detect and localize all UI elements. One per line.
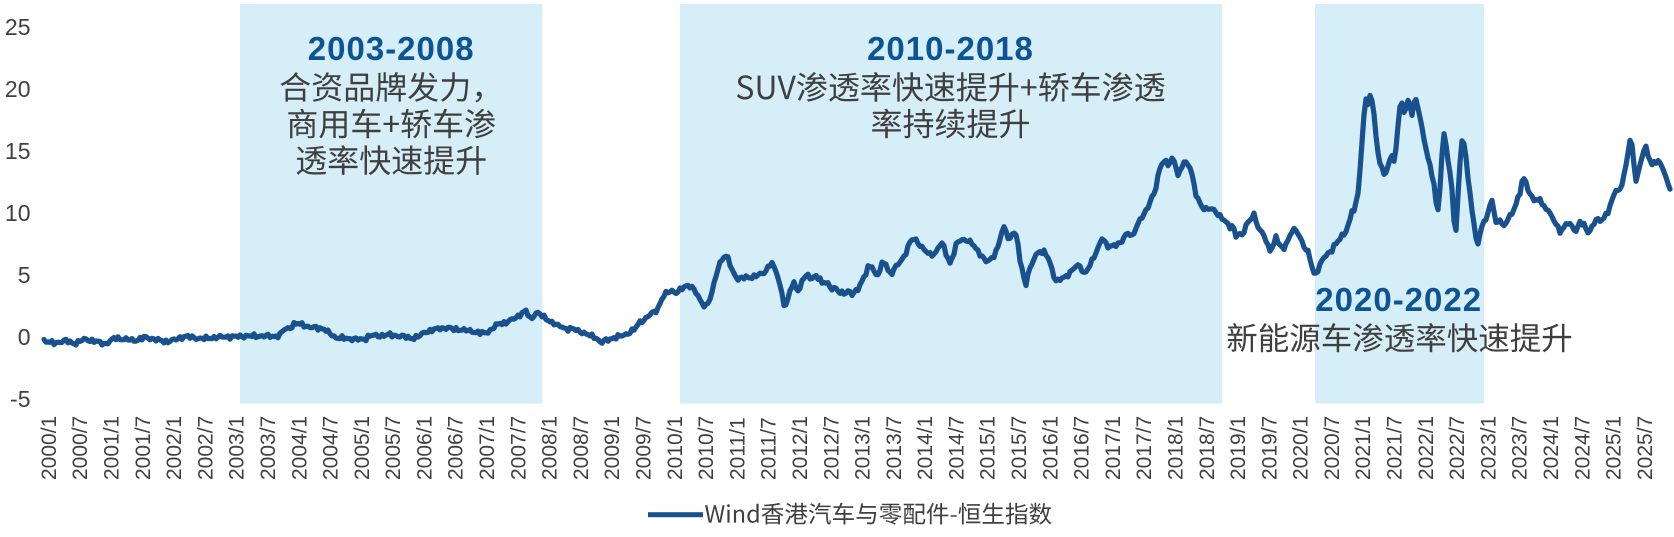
svg-text:2010/7: 2010/7 bbox=[695, 416, 718, 480]
svg-text:2004/7: 2004/7 bbox=[320, 416, 343, 480]
svg-text:2008/7: 2008/7 bbox=[570, 416, 593, 480]
svg-text:2002/7: 2002/7 bbox=[194, 416, 217, 480]
svg-text:2023/1: 2023/1 bbox=[1477, 416, 1500, 480]
svg-text:2019/1: 2019/1 bbox=[1227, 416, 1250, 480]
svg-text:10: 10 bbox=[5, 200, 31, 226]
svg-text:2021/7: 2021/7 bbox=[1384, 416, 1407, 480]
svg-text:2013/7: 2013/7 bbox=[883, 416, 906, 480]
svg-text:2007/1: 2007/1 bbox=[476, 416, 499, 480]
svg-text:2016/1: 2016/1 bbox=[1039, 416, 1062, 480]
svg-text:2022/7: 2022/7 bbox=[1446, 416, 1469, 480]
svg-text:2001/1: 2001/1 bbox=[101, 416, 124, 480]
svg-text:2018/7: 2018/7 bbox=[1196, 416, 1219, 480]
svg-text:2011/1: 2011/1 bbox=[726, 417, 749, 480]
svg-text:2020/7: 2020/7 bbox=[1321, 416, 1344, 480]
svg-text:2006/7: 2006/7 bbox=[445, 416, 468, 480]
svg-text:20: 20 bbox=[5, 76, 31, 102]
svg-text:5: 5 bbox=[18, 262, 31, 288]
svg-text:2000/1: 2000/1 bbox=[38, 416, 61, 480]
svg-text:2012/7: 2012/7 bbox=[820, 416, 843, 480]
svg-text:2003/7: 2003/7 bbox=[257, 416, 280, 480]
svg-text:2022/1: 2022/1 bbox=[1415, 416, 1438, 480]
svg-text:2011/7: 2011/7 bbox=[758, 417, 781, 480]
svg-text:-5: -5 bbox=[10, 386, 30, 412]
svg-text:2006/1: 2006/1 bbox=[413, 416, 436, 480]
svg-text:2017/7: 2017/7 bbox=[1133, 416, 1156, 480]
svg-text:2024/7: 2024/7 bbox=[1571, 416, 1594, 480]
svg-text:2015/7: 2015/7 bbox=[1008, 416, 1031, 480]
svg-text:2004/1: 2004/1 bbox=[288, 416, 311, 480]
svg-text:2015/1: 2015/1 bbox=[977, 416, 1000, 480]
svg-text:2014/7: 2014/7 bbox=[945, 416, 968, 480]
svg-text:2025/7: 2025/7 bbox=[1634, 416, 1657, 480]
svg-text:2017/1: 2017/1 bbox=[1102, 416, 1125, 480]
svg-text:15: 15 bbox=[5, 138, 31, 164]
svg-text:2003/1: 2003/1 bbox=[226, 416, 249, 480]
svg-text:2014/1: 2014/1 bbox=[914, 416, 937, 480]
svg-text:2024/1: 2024/1 bbox=[1540, 416, 1563, 480]
svg-text:2023/7: 2023/7 bbox=[1509, 416, 1532, 480]
svg-text:2018/1: 2018/1 bbox=[1165, 416, 1188, 480]
svg-text:2025/1: 2025/1 bbox=[1603, 416, 1626, 480]
svg-text:2012/1: 2012/1 bbox=[789, 416, 812, 480]
svg-text:2001/7: 2001/7 bbox=[132, 416, 155, 480]
svg-text:2019/7: 2019/7 bbox=[1258, 416, 1281, 480]
svg-text:2021/1: 2021/1 bbox=[1352, 416, 1375, 480]
svg-text:2009/7: 2009/7 bbox=[633, 416, 656, 480]
svg-text:2005/1: 2005/1 bbox=[351, 416, 374, 480]
svg-text:2010/1: 2010/1 bbox=[664, 416, 687, 480]
svg-text:0: 0 bbox=[18, 324, 31, 350]
svg-text:2005/7: 2005/7 bbox=[382, 416, 405, 480]
svg-text:2020/1: 2020/1 bbox=[1290, 416, 1313, 480]
svg-text:2000/7: 2000/7 bbox=[69, 416, 92, 480]
svg-text:2003-2008: 2003-2008 bbox=[308, 30, 475, 67]
svg-text:2008/1: 2008/1 bbox=[539, 416, 562, 480]
svg-text:2007/7: 2007/7 bbox=[507, 416, 530, 480]
svg-text:2020-2022: 2020-2022 bbox=[1315, 281, 1482, 318]
svg-text:2002/1: 2002/1 bbox=[163, 416, 186, 480]
svg-text:2009/1: 2009/1 bbox=[601, 416, 624, 480]
svg-text:2013/1: 2013/1 bbox=[852, 416, 875, 480]
svg-text:25: 25 bbox=[5, 14, 31, 40]
svg-text:2016/7: 2016/7 bbox=[1071, 416, 1094, 480]
svg-text:2010-2018: 2010-2018 bbox=[867, 30, 1034, 67]
